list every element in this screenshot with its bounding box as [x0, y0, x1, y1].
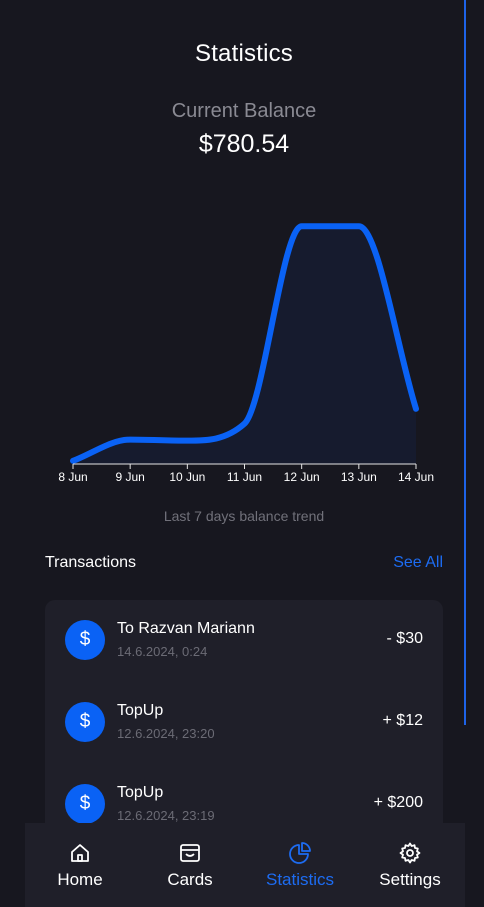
- chart-x-tick-label: 10 Jun: [169, 470, 205, 484]
- pie-chart-icon: [289, 842, 311, 864]
- transactions-list: $ To Razvan Mariann 14.6.2024, 0:24 - $3…: [45, 600, 443, 860]
- chart-x-tick-label: 12 Jun: [284, 470, 320, 484]
- chart-x-tick-label: 9 Jun: [115, 470, 144, 484]
- transaction-row[interactable]: $ TopUp 12.6.2024, 23:19 + $200: [45, 778, 443, 828]
- nav-statistics[interactable]: Statistics: [245, 823, 355, 907]
- scrollbar[interactable]: [464, 0, 466, 725]
- chart-series-line: [70, 223, 419, 464]
- home-icon: [71, 844, 89, 862]
- chart-x-tick-label: 8 Jun: [58, 470, 87, 484]
- dollar-icon: $: [65, 620, 105, 660]
- nav-cards[interactable]: Cards: [135, 823, 245, 907]
- transaction-amount: + $12: [382, 712, 423, 729]
- nav-home[interactable]: Home: [25, 823, 135, 907]
- nav-label-statistics: Statistics: [265, 870, 335, 889]
- dollar-icon: $: [65, 784, 105, 824]
- page-title: Statistics: [194, 40, 294, 67]
- transaction-date: 12.6.2024, 23:20: [117, 726, 215, 741]
- nav-label-cards: Cards: [167, 870, 213, 889]
- transactions-title: Transactions: [45, 554, 136, 571]
- dollar-icon: $: [65, 702, 105, 742]
- nav-settings[interactable]: Settings: [355, 823, 465, 907]
- see-all-link[interactable]: See All: [393, 554, 443, 571]
- transaction-row[interactable]: $ TopUp 12.6.2024, 23:20 + $12: [45, 696, 443, 746]
- transaction-row[interactable]: $ To Razvan Mariann 14.6.2024, 0:24 - $3…: [45, 614, 443, 664]
- balance-label: Current Balance: [171, 100, 317, 122]
- chart-x-tick-label: 11 Jun: [227, 470, 262, 484]
- chart-caption: Last 7 days balance trend: [163, 508, 325, 524]
- bottom-nav: Home Cards Statistics Settings: [25, 823, 465, 907]
- transaction-amount: - $30: [386, 630, 423, 647]
- transaction-name: TopUp: [117, 784, 164, 801]
- wallet-icon: [180, 844, 200, 862]
- balance-trend-chart: 8 Jun 9 Jun 10 Jun 11 Jun 12 Jun 13 Jun 14 Jun: [58, 223, 434, 484]
- transaction-date: 14.6.2024, 0:24: [117, 644, 208, 659]
- nav-label-settings: Settings: [379, 870, 441, 889]
- chart-area-fill: [73, 226, 416, 464]
- balance-value: $780.54: [198, 130, 290, 158]
- transaction-name: To Razvan Mariann: [117, 620, 255, 637]
- gear-icon: [399, 842, 421, 864]
- transaction-name: TopUp: [117, 702, 164, 719]
- transaction-amount: + $200: [373, 794, 423, 811]
- transaction-date: 12.6.2024, 23:19: [117, 808, 215, 823]
- transactions-header: Transactions See All: [45, 554, 443, 572]
- nav-label-home: Home: [57, 870, 103, 889]
- chart-x-tick-label: 14 Jun: [398, 470, 434, 484]
- chart-x-tick-label: 13 Jun: [341, 470, 377, 484]
